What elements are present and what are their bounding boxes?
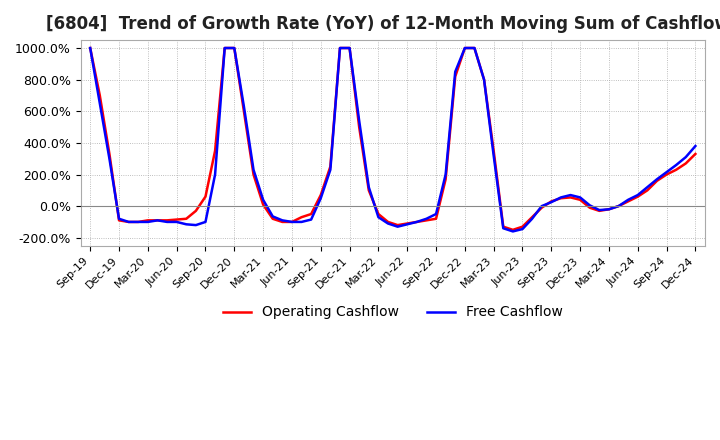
Operating Cashflow xyxy=(422,218,431,223)
Free Cashflow xyxy=(86,45,94,51)
Operating Cashflow xyxy=(163,218,171,223)
Operating Cashflow xyxy=(384,219,392,224)
Free Cashflow xyxy=(336,45,344,51)
Line: Free Cashflow: Free Cashflow xyxy=(90,48,696,231)
Operating Cashflow xyxy=(336,45,344,51)
Operating Cashflow xyxy=(508,227,517,232)
Title: [6804]  Trend of Growth Rate (YoY) of 12-Month Moving Sum of Cashflows: [6804] Trend of Growth Rate (YoY) of 12-… xyxy=(46,15,720,33)
Operating Cashflow xyxy=(691,151,700,157)
Operating Cashflow xyxy=(86,45,94,51)
Free Cashflow xyxy=(480,77,488,82)
Operating Cashflow xyxy=(480,77,488,82)
Operating Cashflow xyxy=(470,45,479,51)
Free Cashflow xyxy=(470,45,479,51)
Free Cashflow xyxy=(691,143,700,149)
Line: Operating Cashflow: Operating Cashflow xyxy=(90,48,696,230)
Legend: Operating Cashflow, Free Cashflow: Operating Cashflow, Free Cashflow xyxy=(217,300,568,325)
Free Cashflow xyxy=(163,219,171,224)
Free Cashflow xyxy=(384,221,392,226)
Free Cashflow xyxy=(508,229,517,234)
Free Cashflow xyxy=(422,216,431,221)
